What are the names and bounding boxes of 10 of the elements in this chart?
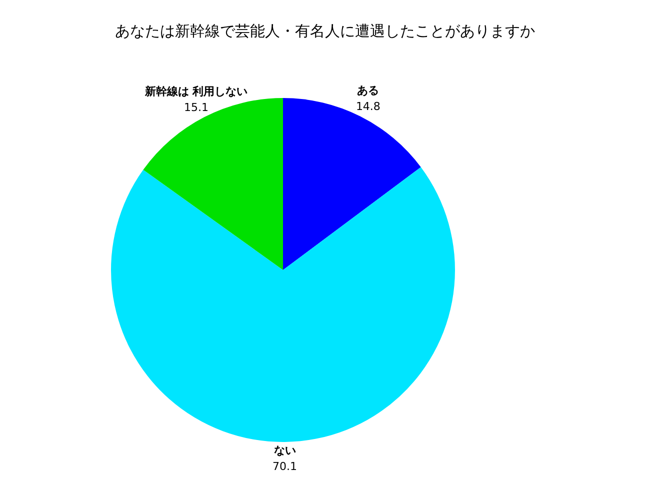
slice-label: ない [274, 444, 296, 457]
pie-slice [143, 98, 283, 270]
data-label: 14.8 [356, 100, 380, 114]
data-label: 15.1 [184, 100, 208, 114]
chart-title: あなたは新幹線で芸能人・有名人に遭遇したことがありますか [115, 22, 535, 40]
slice-label: ある [357, 84, 380, 98]
data-label: 70.1 [272, 460, 298, 473]
slice-label: 新幹線は 利用しない [144, 84, 248, 98]
pie-slice [283, 98, 421, 270]
pie-slice [111, 167, 455, 442]
